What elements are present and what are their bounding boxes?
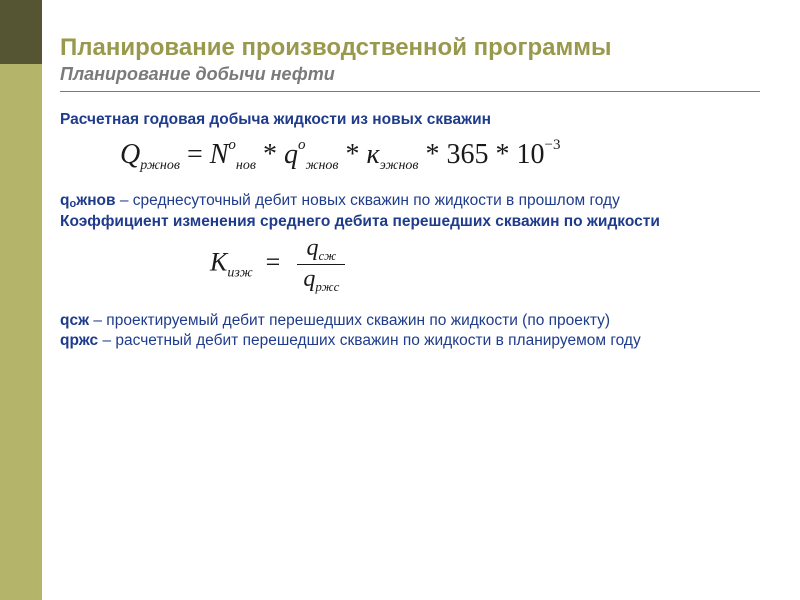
f1-exp-base: 10 (516, 139, 544, 170)
f2-fraction: qсж qржc (297, 236, 345, 293)
bar-top-segment (0, 0, 42, 64)
slide: Планирование производственной программы … (0, 0, 800, 600)
f1-t0-var: N (210, 139, 229, 170)
definition-3: qржс – расчетный дебит перешедших скважи… (60, 331, 760, 351)
slide-body: Расчетная годовая добыча жидкости из нов… (60, 110, 760, 351)
lead-paragraph-1: Расчетная годовая добыча жидкости из нов… (60, 110, 760, 130)
f1-t0-sup: о (228, 137, 236, 153)
def2-term: qсж (60, 312, 89, 329)
f2-lhs-var: K (210, 247, 227, 276)
f2-num-var: q (307, 235, 319, 261)
f1-lhs-var: Q (120, 139, 140, 170)
content-area: Планирование производственной программы … (60, 34, 760, 351)
title-divider (60, 91, 760, 93)
slide-subtitle: Планирование добычи нефти (60, 64, 760, 85)
bar-bottom-segment (0, 64, 42, 600)
f1-exp-power: −3 (544, 137, 560, 153)
f1-lhs-sub: ржнов (140, 158, 180, 173)
definition-1: qожнов – среднесуточный дебит новых сква… (60, 191, 760, 211)
f1-t2-sub: эжнов (380, 158, 419, 173)
def3-text: – расчетный дебит перешедших скважин по … (98, 332, 641, 349)
formula-2: Kизж = qсж qржc (60, 236, 760, 293)
def1-text: – среднесуточный дебит новых скважин по … (116, 192, 620, 209)
decorative-left-bar (0, 0, 42, 600)
f1-const: 365 (446, 139, 488, 170)
f2-lhs-sub: изж (227, 265, 252, 280)
slide-title: Планирование производственной программы (60, 34, 760, 62)
f1-t1-sub: жнов (305, 158, 338, 173)
f1-t2-var: к (367, 139, 380, 170)
f1-t1-sup: о (298, 137, 306, 153)
def3-term: qржс (60, 332, 98, 349)
definition-2: qсж – проектируемый дебит перешедших скв… (60, 311, 760, 331)
f2-num-sub: сж (319, 248, 337, 263)
def2-text: – проектируемый дебит перешедших скважин… (89, 312, 610, 329)
f1-t1-var: q (284, 139, 298, 170)
lead-paragraph-2: Коэффициент изменения среднего дебита пе… (60, 212, 760, 232)
f2-den-sub: ржc (315, 279, 339, 294)
f1-t0-sub: нов (236, 158, 256, 173)
formula-1: Qржнов = Nонов * qожнов * кэжнов * 365 *… (60, 138, 760, 173)
def1-suffix: жнов (76, 192, 115, 209)
f2-den-var: q (303, 266, 315, 292)
